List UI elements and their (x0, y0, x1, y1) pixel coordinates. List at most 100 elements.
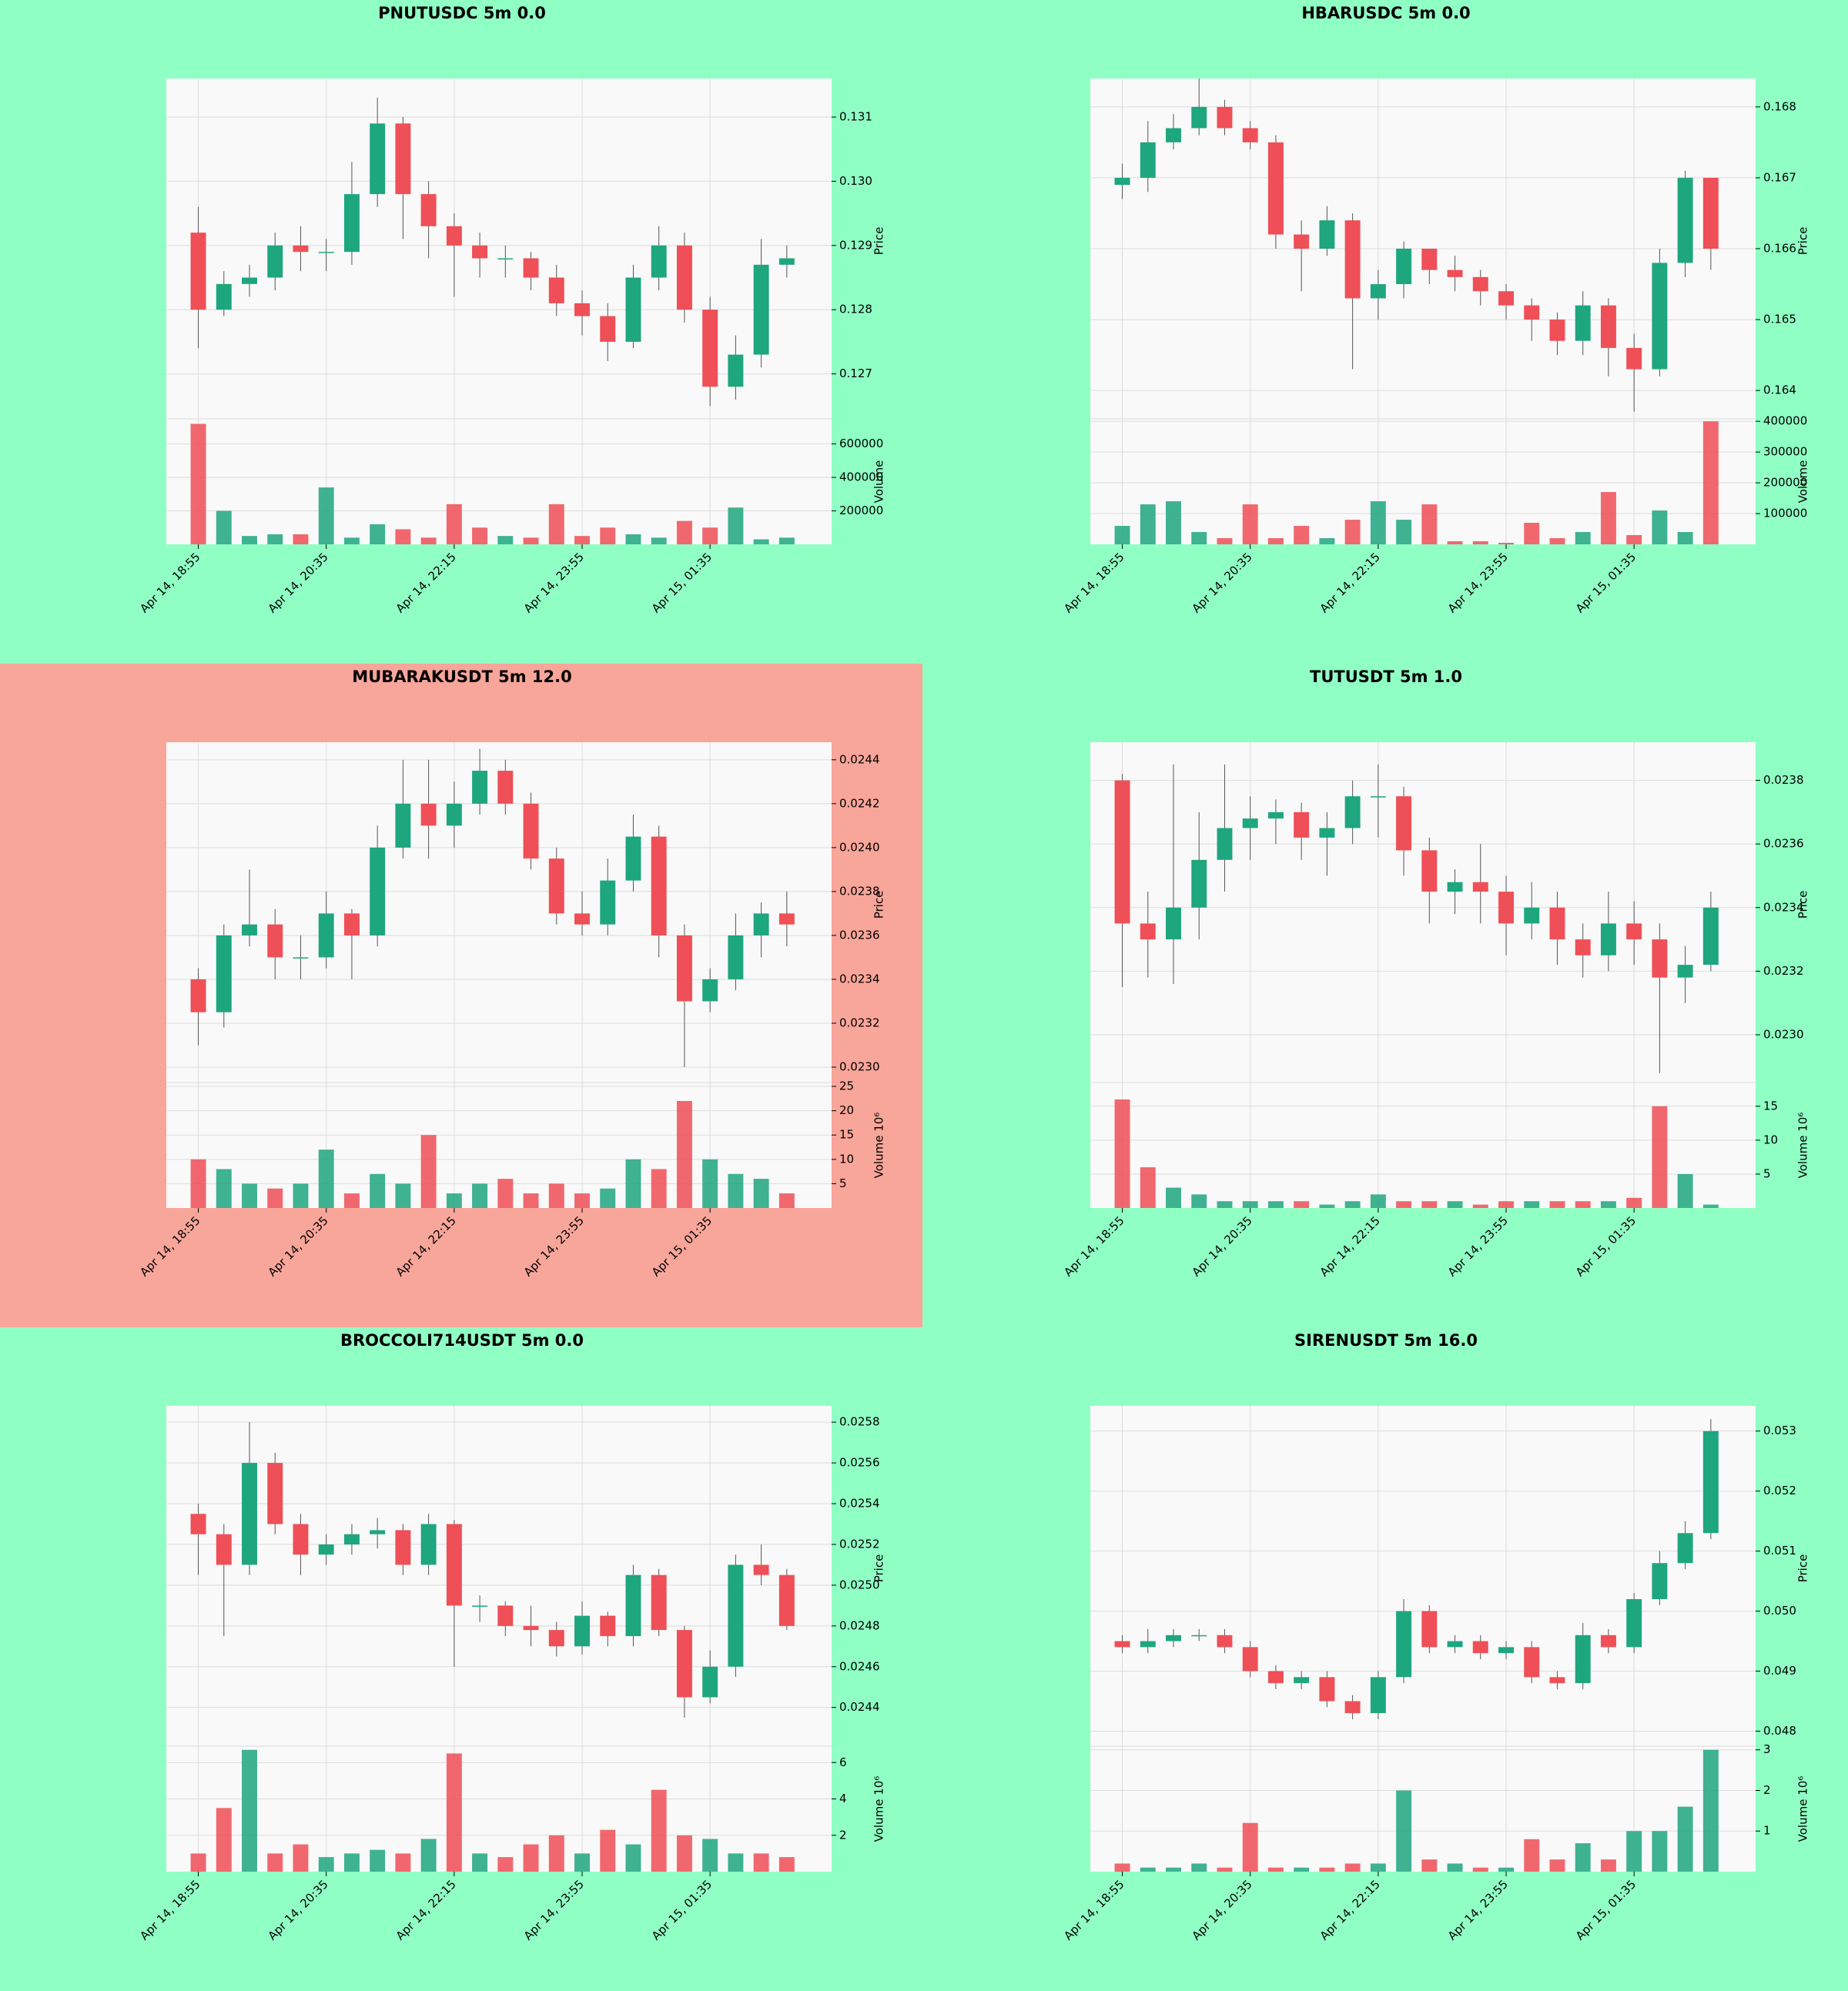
y-tick-label: 0.0252 (839, 1537, 880, 1551)
candle-body (1677, 177, 1693, 263)
price-axis-label: Price (1796, 227, 1810, 256)
volume-bar (1294, 1867, 1310, 1872)
candle-body (1166, 1635, 1181, 1641)
candle-body (548, 858, 564, 914)
candle-body (472, 1605, 488, 1607)
volume-bar (1396, 520, 1412, 544)
candle-body (753, 1564, 769, 1575)
volume-bar (318, 487, 334, 544)
y-tick-label: 0.130 (839, 174, 872, 188)
candle-body (1294, 811, 1310, 838)
volume-bar (497, 1857, 514, 1872)
volume-bar (1626, 1197, 1642, 1208)
volume-tick-label: 400000 (839, 470, 883, 484)
y-tick-label: 0.0240 (839, 840, 880, 854)
candle-body (1217, 106, 1233, 129)
volume-axis-label: Volume 10⁶ (1796, 1113, 1810, 1179)
volume-bar (1677, 1806, 1693, 1872)
price-axis-label: Price (872, 1554, 886, 1583)
volume-bar (472, 527, 488, 544)
candle-body (728, 1564, 744, 1667)
volume-bar (753, 1853, 769, 1872)
candle-body (728, 354, 744, 387)
y-tick-label: 0.167 (1763, 170, 1796, 184)
y-tick-label: 0.164 (1763, 383, 1796, 397)
volume-bar (1549, 1859, 1565, 1872)
y-tick-label: 0.0244 (839, 1700, 880, 1714)
y-tick-label: 0.0244 (839, 752, 880, 766)
candle-body (625, 836, 641, 881)
candle-body (523, 258, 539, 278)
volume-bar (1677, 532, 1693, 544)
volume-bar (548, 1183, 564, 1208)
candle-body (1396, 249, 1412, 285)
volume-axis-label: Volume 10⁶ (872, 1776, 886, 1842)
candle-body (1472, 1641, 1488, 1654)
volume-tick-label: 15 (1763, 1099, 1778, 1113)
candle-body (420, 1524, 437, 1565)
volume-tick-label: 200000 (839, 504, 883, 517)
volume-bar (1319, 538, 1335, 544)
candle-body (1498, 291, 1514, 306)
candle-body (600, 880, 616, 925)
y-tick-label: 0.127 (839, 366, 872, 380)
volume-bar (1217, 538, 1233, 544)
candle-body (216, 283, 232, 310)
volume-tick-label: 25 (839, 1079, 854, 1093)
volume-bar (1652, 1106, 1668, 1208)
candle-body (1447, 269, 1463, 277)
volume-bar (446, 1753, 462, 1872)
volume-tick-label: 100000 (1763, 507, 1807, 520)
volume-bar (523, 537, 539, 544)
candle-body (1344, 1701, 1361, 1714)
volume-bar (497, 1179, 514, 1208)
volume-bar (1242, 1822, 1258, 1872)
candle-body (1242, 1647, 1258, 1671)
volume-tick-label: 3 (1763, 1742, 1771, 1756)
candle-body (472, 245, 488, 259)
volume-bar (1344, 520, 1361, 544)
candle-body (778, 258, 795, 265)
candle-body (216, 1534, 232, 1565)
candle-body (370, 123, 386, 195)
y-tick-label: 0.0232 (839, 1016, 880, 1030)
candle-body (1498, 1647, 1514, 1654)
volume-bar (293, 534, 309, 544)
candle-body (1549, 1677, 1565, 1684)
volume-bar (600, 1188, 616, 1208)
volume-bar (753, 1179, 769, 1208)
candle-body (1600, 923, 1616, 955)
chart-title: TUTUSDT 5m 1.0 (1310, 668, 1462, 686)
price-panel (1090, 742, 1756, 1083)
candle-body (446, 226, 462, 246)
candle-body (1396, 796, 1412, 851)
candle-body (1114, 780, 1130, 924)
volume-bar (548, 1835, 564, 1872)
volume-bar (1702, 421, 1719, 544)
candle-body (1140, 142, 1156, 178)
volume-bar (600, 527, 616, 544)
candle-body (216, 935, 232, 1012)
volume-bar (216, 510, 232, 544)
candle-body (1524, 1647, 1540, 1678)
candle-body (190, 1514, 206, 1534)
candle-body (651, 836, 667, 935)
volume-bar (1191, 1863, 1207, 1872)
y-tick-label: 0.0254 (839, 1497, 880, 1511)
volume-bar (293, 1183, 309, 1208)
candle-body (395, 1530, 411, 1565)
candle-body (472, 771, 488, 804)
volume-bar (1498, 1201, 1514, 1208)
candle-body (1549, 320, 1565, 341)
volume-bar (1677, 1173, 1693, 1208)
candle-body (600, 1615, 616, 1637)
volume-tick-label: 6 (839, 1755, 847, 1769)
volume-bar (1242, 504, 1258, 544)
price-axis-label: Price (872, 891, 886, 919)
volume-bar (1191, 532, 1207, 544)
volume-bar (395, 1183, 411, 1208)
candle-body (446, 1524, 462, 1606)
volume-bar (1319, 1204, 1335, 1208)
